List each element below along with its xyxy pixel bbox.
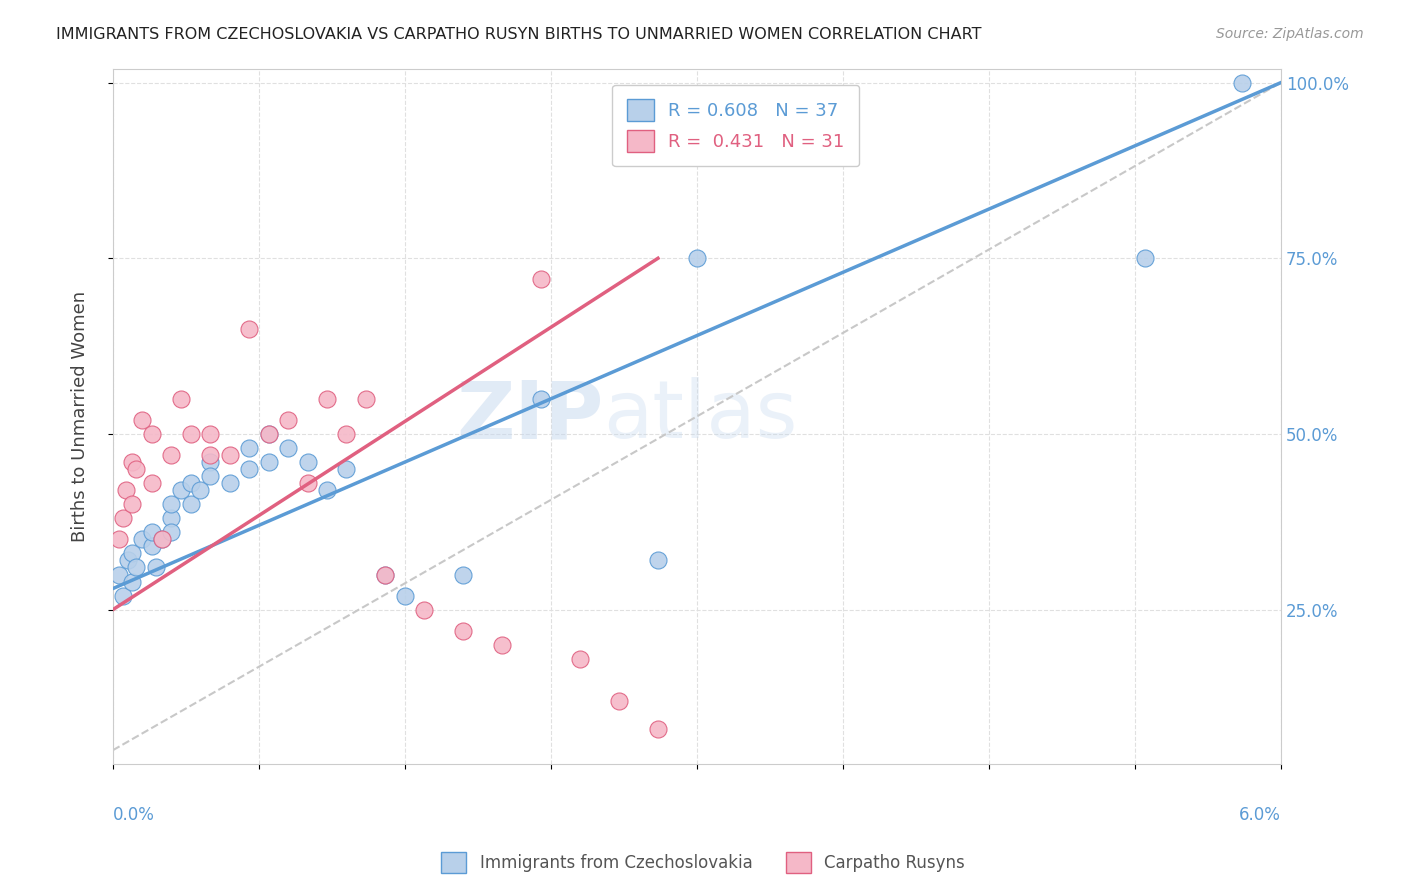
Point <box>198 448 221 462</box>
Point <box>190 483 212 498</box>
Text: 6.0%: 6.0% <box>1239 806 1281 824</box>
Point <box>413 602 436 616</box>
Point <box>238 462 260 476</box>
Point <box>160 525 183 540</box>
Y-axis label: Births to Unmarried Women: Births to Unmarried Women <box>72 291 89 542</box>
Point <box>180 476 202 491</box>
Point <box>257 455 280 469</box>
Point <box>453 624 475 638</box>
Point <box>394 589 416 603</box>
Point <box>238 321 260 335</box>
Point <box>453 567 475 582</box>
Point <box>257 427 280 442</box>
Point <box>354 392 377 406</box>
Point <box>121 455 143 469</box>
Legend: R = 0.608   N = 37, R =  0.431   N = 31: R = 0.608 N = 37, R = 0.431 N = 31 <box>613 85 859 167</box>
Text: atlas: atlas <box>603 377 797 456</box>
Point <box>530 272 553 286</box>
Point <box>491 638 513 652</box>
Point <box>111 589 134 603</box>
Point <box>607 694 630 708</box>
Point <box>647 553 669 567</box>
Point <box>335 427 357 442</box>
Point <box>297 476 319 491</box>
Point <box>530 392 553 406</box>
Point <box>198 469 221 483</box>
Point <box>316 483 339 498</box>
Text: 0.0%: 0.0% <box>112 806 155 824</box>
Point <box>115 483 138 498</box>
Point <box>686 252 709 266</box>
Text: ZIP: ZIP <box>456 377 603 456</box>
Point <box>335 462 357 476</box>
Point <box>141 525 163 540</box>
Point <box>141 476 163 491</box>
Point <box>218 476 240 491</box>
Point <box>170 392 193 406</box>
Point <box>180 427 202 442</box>
Point <box>125 560 148 574</box>
Point <box>180 497 202 511</box>
Point <box>121 546 143 560</box>
Point <box>141 427 163 442</box>
Point <box>1230 76 1253 90</box>
Point <box>160 497 183 511</box>
Point <box>117 553 139 567</box>
Text: IMMIGRANTS FROM CZECHOSLOVAKIA VS CARPATHO RUSYN BIRTHS TO UNMARRIED WOMEN CORRE: IMMIGRANTS FROM CZECHOSLOVAKIA VS CARPAT… <box>56 27 981 42</box>
Point <box>277 441 299 455</box>
Point <box>1133 252 1156 266</box>
Text: Source: ZipAtlas.com: Source: ZipAtlas.com <box>1216 27 1364 41</box>
Point <box>238 441 260 455</box>
Point <box>150 533 173 547</box>
Point <box>121 574 143 589</box>
Point <box>297 455 319 469</box>
Point <box>107 567 129 582</box>
Legend: Immigrants from Czechoslovakia, Carpatho Rusyns: Immigrants from Czechoslovakia, Carpatho… <box>434 846 972 880</box>
Point <box>145 560 167 574</box>
Point <box>647 722 669 736</box>
Point <box>150 533 173 547</box>
Point <box>160 511 183 525</box>
Point <box>107 533 129 547</box>
Point <box>277 413 299 427</box>
Point <box>316 392 339 406</box>
Point <box>141 540 163 554</box>
Point <box>170 483 193 498</box>
Point <box>257 427 280 442</box>
Point <box>569 652 592 666</box>
Point <box>121 497 143 511</box>
Point <box>131 533 153 547</box>
Point <box>125 462 148 476</box>
Point <box>111 511 134 525</box>
Point <box>198 427 221 442</box>
Point <box>160 448 183 462</box>
Point <box>131 413 153 427</box>
Point <box>374 567 396 582</box>
Point <box>218 448 240 462</box>
Point <box>374 567 396 582</box>
Point <box>198 455 221 469</box>
